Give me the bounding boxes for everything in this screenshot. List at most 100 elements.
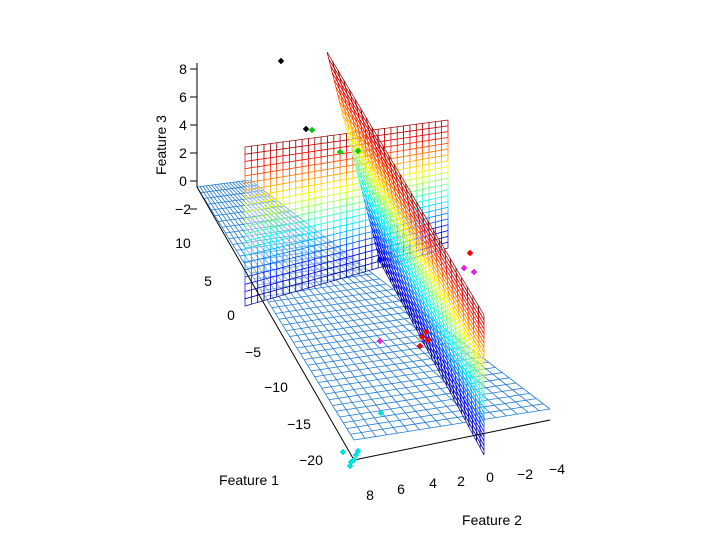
floor-mesh-line <box>211 200 278 211</box>
floor-mesh-line <box>254 262 360 280</box>
x-tick-label: −2 <box>517 466 533 482</box>
x-tick-label: 2 <box>457 473 465 489</box>
y-tick-label: 5 <box>204 273 212 289</box>
wall-back-cell <box>301 138 309 147</box>
data-point <box>416 342 424 350</box>
wall-back-cell <box>339 270 347 280</box>
tick-labels: 8 6 4 2 0 −2 10 5 0 −5 −10 −15 −20 8 6 4 2 0 −2 −4 <box>175 61 565 503</box>
x-tick-label: −4 <box>549 461 565 477</box>
wall-back-cell <box>352 266 360 276</box>
floor-mesh-line <box>275 294 401 314</box>
floor-mesh-line <box>346 398 537 429</box>
data-point <box>377 409 385 417</box>
wall-back-cell <box>263 143 271 152</box>
wall-back-cell <box>333 133 341 143</box>
wall-back-cell <box>327 134 335 144</box>
x-tick-label: 6 <box>397 481 405 497</box>
floor-mesh-line <box>218 210 291 222</box>
wall-back-cell <box>282 285 290 296</box>
y-tick-label: −15 <box>287 416 311 432</box>
data-point <box>346 462 354 470</box>
z-tick-label: 4 <box>179 117 187 133</box>
z-tick-label: 8 <box>179 61 187 77</box>
wall-back-cell <box>308 278 316 289</box>
floor-mesh-line <box>293 320 435 343</box>
z-tick-label: 0 <box>179 173 187 189</box>
y-axis-label: Feature 1 <box>219 472 279 488</box>
floor-mesh-line <box>336 382 516 412</box>
wall-back-cell <box>289 139 297 149</box>
floor-mesh-line <box>328 372 503 401</box>
floor-mesh-line <box>204 190 264 199</box>
wall-back-cell <box>263 157 271 167</box>
data-point <box>354 147 362 155</box>
wall-back-cell <box>295 282 303 292</box>
wall-back-cell <box>282 147 290 157</box>
wall-back-cell <box>250 144 259 154</box>
horizontal-surface-mesh <box>196 179 551 441</box>
floor-mesh-line <box>343 392 530 424</box>
wall-back-cell <box>276 287 284 298</box>
wall-back-cell <box>282 140 290 150</box>
wall-back-cell <box>250 166 259 176</box>
floor-mesh-line <box>200 184 257 194</box>
wall-back-cell <box>301 144 309 154</box>
wall-back-cell <box>314 277 322 287</box>
x-tick-label: 8 <box>366 487 374 503</box>
data-point <box>339 448 347 456</box>
wall-back-cell <box>250 294 259 305</box>
wall-back-cell <box>270 149 278 159</box>
floor-surface-fill <box>197 180 550 440</box>
data-point <box>466 249 474 257</box>
wall-back-cell <box>244 167 252 177</box>
wall-back-cell <box>257 151 265 160</box>
wall-back-cell <box>270 289 278 300</box>
floor-mesh-line <box>286 309 421 332</box>
data-point <box>376 256 384 264</box>
data-point <box>350 456 358 464</box>
wall-back-cell <box>327 273 335 283</box>
data-point <box>470 268 478 276</box>
x-axis-line <box>353 419 551 461</box>
vertical-surface-front <box>326 51 485 456</box>
y-tick-label: 10 <box>175 235 191 251</box>
wall-back-cell <box>257 144 265 153</box>
wall-back-cell <box>333 271 341 282</box>
data-point <box>424 336 432 344</box>
floor-mesh-line <box>264 278 380 297</box>
wall-back-cell <box>270 156 278 166</box>
floor-mesh-line <box>318 356 482 383</box>
floor-mesh-line <box>314 351 476 378</box>
wall-back-cell <box>314 136 322 145</box>
x-axis-label: Feature 2 <box>462 512 522 528</box>
data-point <box>277 57 285 65</box>
wall-back-cell <box>441 241 449 251</box>
floor-mesh-line <box>353 408 551 441</box>
wall-back-cell <box>346 268 354 278</box>
wall-back-cell <box>320 135 328 144</box>
wall-back-cell <box>276 148 284 158</box>
wall-back-cell <box>263 291 271 302</box>
floor-mesh-line <box>339 387 523 418</box>
data-point <box>418 333 426 341</box>
floor-mesh-line <box>196 179 251 188</box>
data-point <box>376 337 384 345</box>
floor-mesh-line <box>325 366 496 395</box>
data-points <box>277 57 478 470</box>
wall-back-cell <box>289 146 297 156</box>
y-tick-label: −10 <box>264 379 288 395</box>
wall-back-cell <box>244 160 252 170</box>
wall-back-cell <box>257 158 265 168</box>
wall-back-cell <box>270 142 278 152</box>
x-tick-label: 4 <box>429 475 437 491</box>
z-axis-label: Feature 3 <box>153 115 169 175</box>
wall-back-cell <box>289 284 297 294</box>
data-point <box>422 328 430 336</box>
data-point <box>460 264 468 272</box>
wall-back-cell <box>244 152 252 162</box>
wall-back-cell <box>365 262 373 273</box>
wall-back-cell <box>250 152 259 161</box>
wall-back-cell <box>276 141 284 151</box>
floor-mesh-line <box>239 242 332 257</box>
